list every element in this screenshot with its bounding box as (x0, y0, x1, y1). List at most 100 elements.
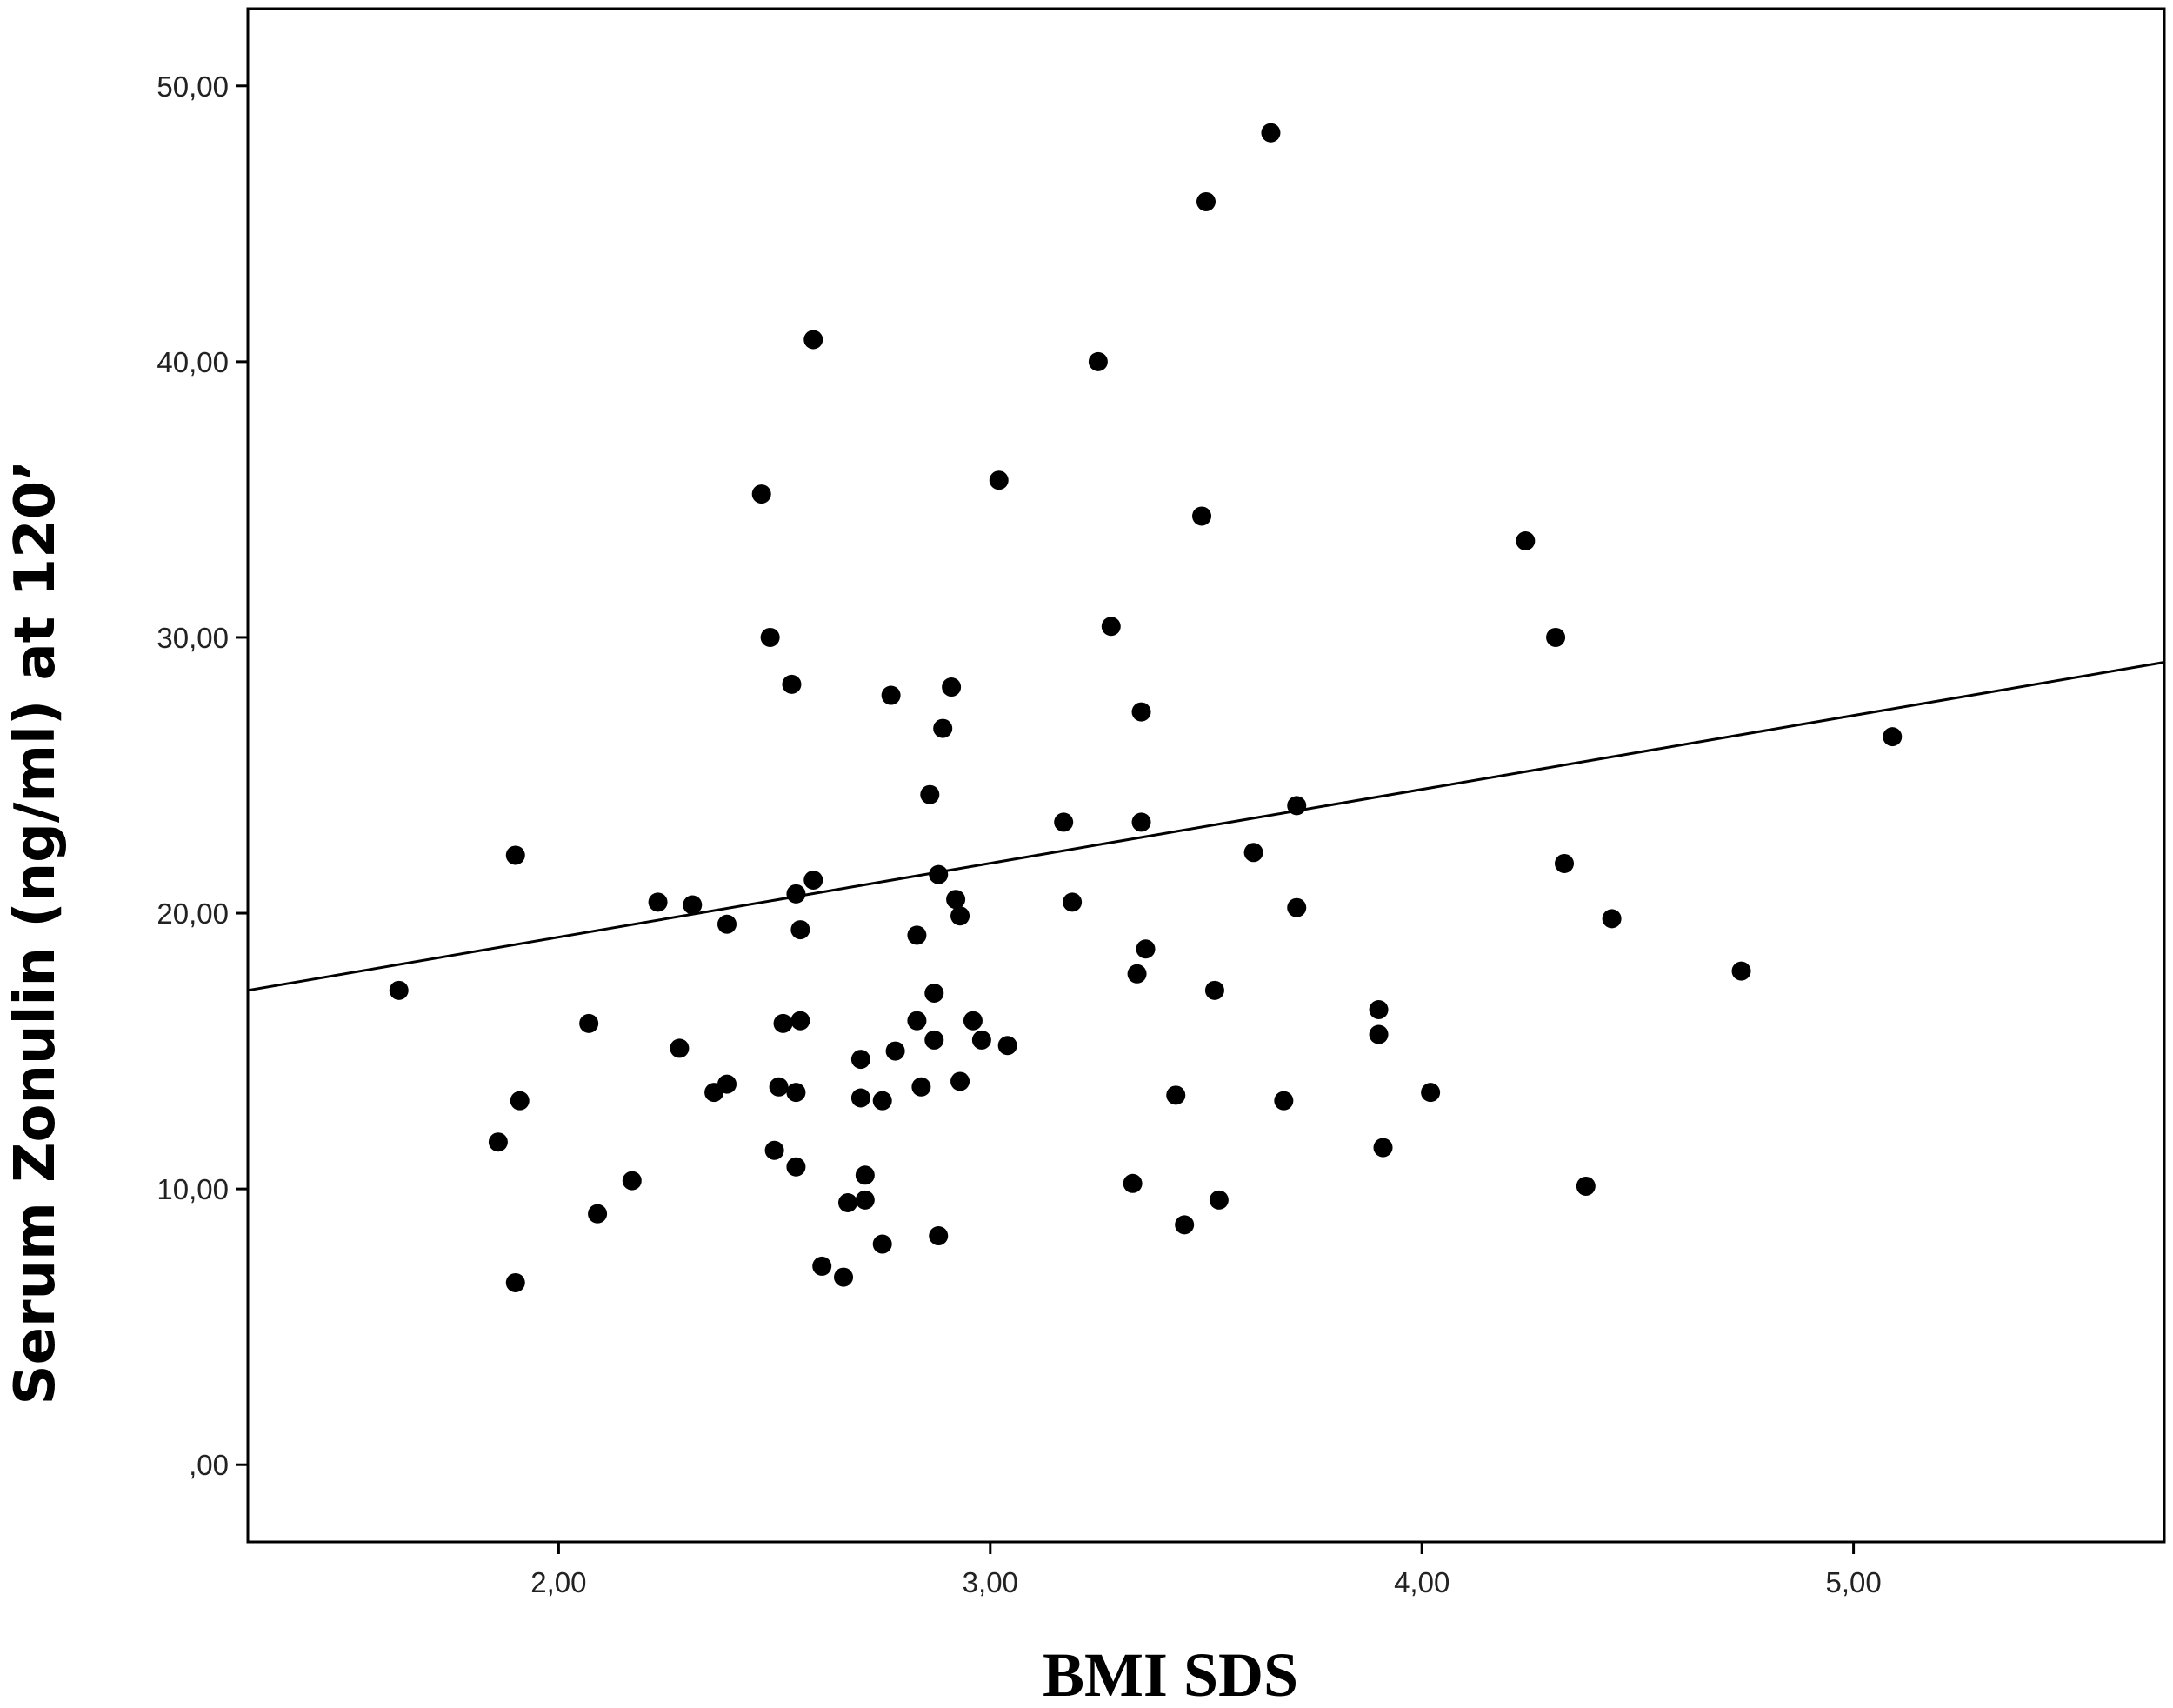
data-point (834, 1267, 854, 1287)
data-points (389, 123, 1903, 1292)
data-point (946, 890, 966, 910)
data-point (751, 484, 771, 504)
plot-frame (246, 7, 2166, 1544)
data-point (907, 1011, 927, 1031)
data-point (1196, 191, 1216, 211)
data-point (760, 627, 780, 647)
data-point (950, 1071, 970, 1091)
data-point (850, 1088, 870, 1108)
data-point (1287, 897, 1307, 917)
data-point (782, 674, 802, 694)
data-point (1731, 961, 1751, 981)
data-point (924, 1030, 944, 1050)
data-point (963, 1011, 983, 1031)
data-point (929, 1226, 949, 1246)
data-point (872, 1091, 892, 1111)
x-axis-label: BMI SDS (1043, 1640, 1298, 1708)
data-point (989, 470, 1009, 490)
data-point (872, 1234, 892, 1254)
data-point (389, 980, 409, 1000)
data-point (837, 1192, 857, 1212)
data-point (717, 1074, 737, 1094)
x-tick-label: 3,00 (963, 1566, 1018, 1598)
data-point (786, 1157, 806, 1177)
data-point (1192, 506, 1212, 526)
data-point (1131, 702, 1151, 722)
data-point (1243, 843, 1263, 863)
data-point (942, 677, 962, 697)
data-point (1261, 123, 1281, 143)
data-point (505, 845, 525, 865)
data-point (790, 1011, 810, 1031)
data-point (885, 1041, 905, 1061)
data-point (670, 1038, 690, 1058)
data-point (950, 906, 970, 926)
data-point (1166, 1085, 1186, 1105)
y-axis-ticks: ,00 10,00 20,00 30,00 40,00 50,00 (157, 70, 248, 1481)
data-point (773, 1013, 793, 1033)
data-point (488, 1132, 508, 1152)
data-point (786, 1083, 806, 1103)
data-point (803, 870, 823, 890)
data-point (588, 1204, 608, 1224)
data-point (769, 1077, 789, 1097)
data-point (510, 1091, 530, 1111)
data-point (683, 895, 703, 915)
data-point (579, 1013, 599, 1033)
data-point (1123, 1173, 1143, 1193)
data-point (1127, 964, 1147, 984)
data-point (1576, 1176, 1596, 1196)
data-point (622, 1171, 642, 1191)
data-point (803, 330, 823, 350)
fit-line (247, 661, 2165, 992)
x-tick-label: 5,00 (1825, 1566, 1881, 1598)
data-point (881, 685, 901, 705)
data-point (933, 718, 953, 738)
x-tick-label: 4,00 (1394, 1566, 1450, 1598)
data-point (1136, 939, 1156, 959)
data-point (924, 983, 944, 1003)
data-point (717, 914, 737, 934)
data-point (505, 1272, 525, 1292)
y-tick-label: 10,00 (157, 1173, 229, 1205)
data-point (1546, 627, 1566, 647)
data-point (1204, 980, 1224, 1000)
data-point (1883, 727, 1903, 747)
data-point (855, 1190, 875, 1210)
data-point (1369, 1024, 1389, 1044)
data-point (929, 864, 949, 884)
data-point (1175, 1215, 1195, 1235)
data-point (764, 1140, 784, 1160)
data-point (855, 1165, 875, 1185)
data-point (850, 1050, 870, 1070)
y-tick-label: ,00 (189, 1449, 229, 1481)
data-point (1054, 812, 1074, 832)
x-axis-ticks: 2,00 3,00 4,00 5,00 (530, 1542, 1882, 1598)
data-point (1088, 351, 1108, 371)
y-axis-label: Serum Zonulin (ng/ml) at 120’ (3, 460, 68, 1405)
data-point (997, 1036, 1017, 1056)
y-tick-label: 40,00 (157, 346, 229, 378)
data-point (1555, 853, 1575, 873)
data-point (790, 920, 810, 940)
data-point (648, 892, 668, 912)
x-tick-label: 2,00 (530, 1566, 586, 1598)
y-tick-label: 20,00 (157, 897, 229, 930)
data-point (1421, 1083, 1441, 1103)
data-point (1516, 530, 1536, 550)
data-point (1369, 1000, 1389, 1020)
fit-line-group (247, 661, 2165, 992)
data-point (1131, 812, 1151, 832)
data-point (1373, 1138, 1393, 1158)
data-point (1602, 909, 1622, 929)
data-point (1287, 796, 1307, 816)
data-point (920, 784, 940, 804)
data-point (1274, 1091, 1294, 1111)
data-point (971, 1030, 991, 1050)
y-tick-label: 30,00 (157, 622, 229, 654)
data-point (1101, 617, 1121, 637)
data-point (786, 884, 806, 904)
data-point (1063, 892, 1083, 912)
